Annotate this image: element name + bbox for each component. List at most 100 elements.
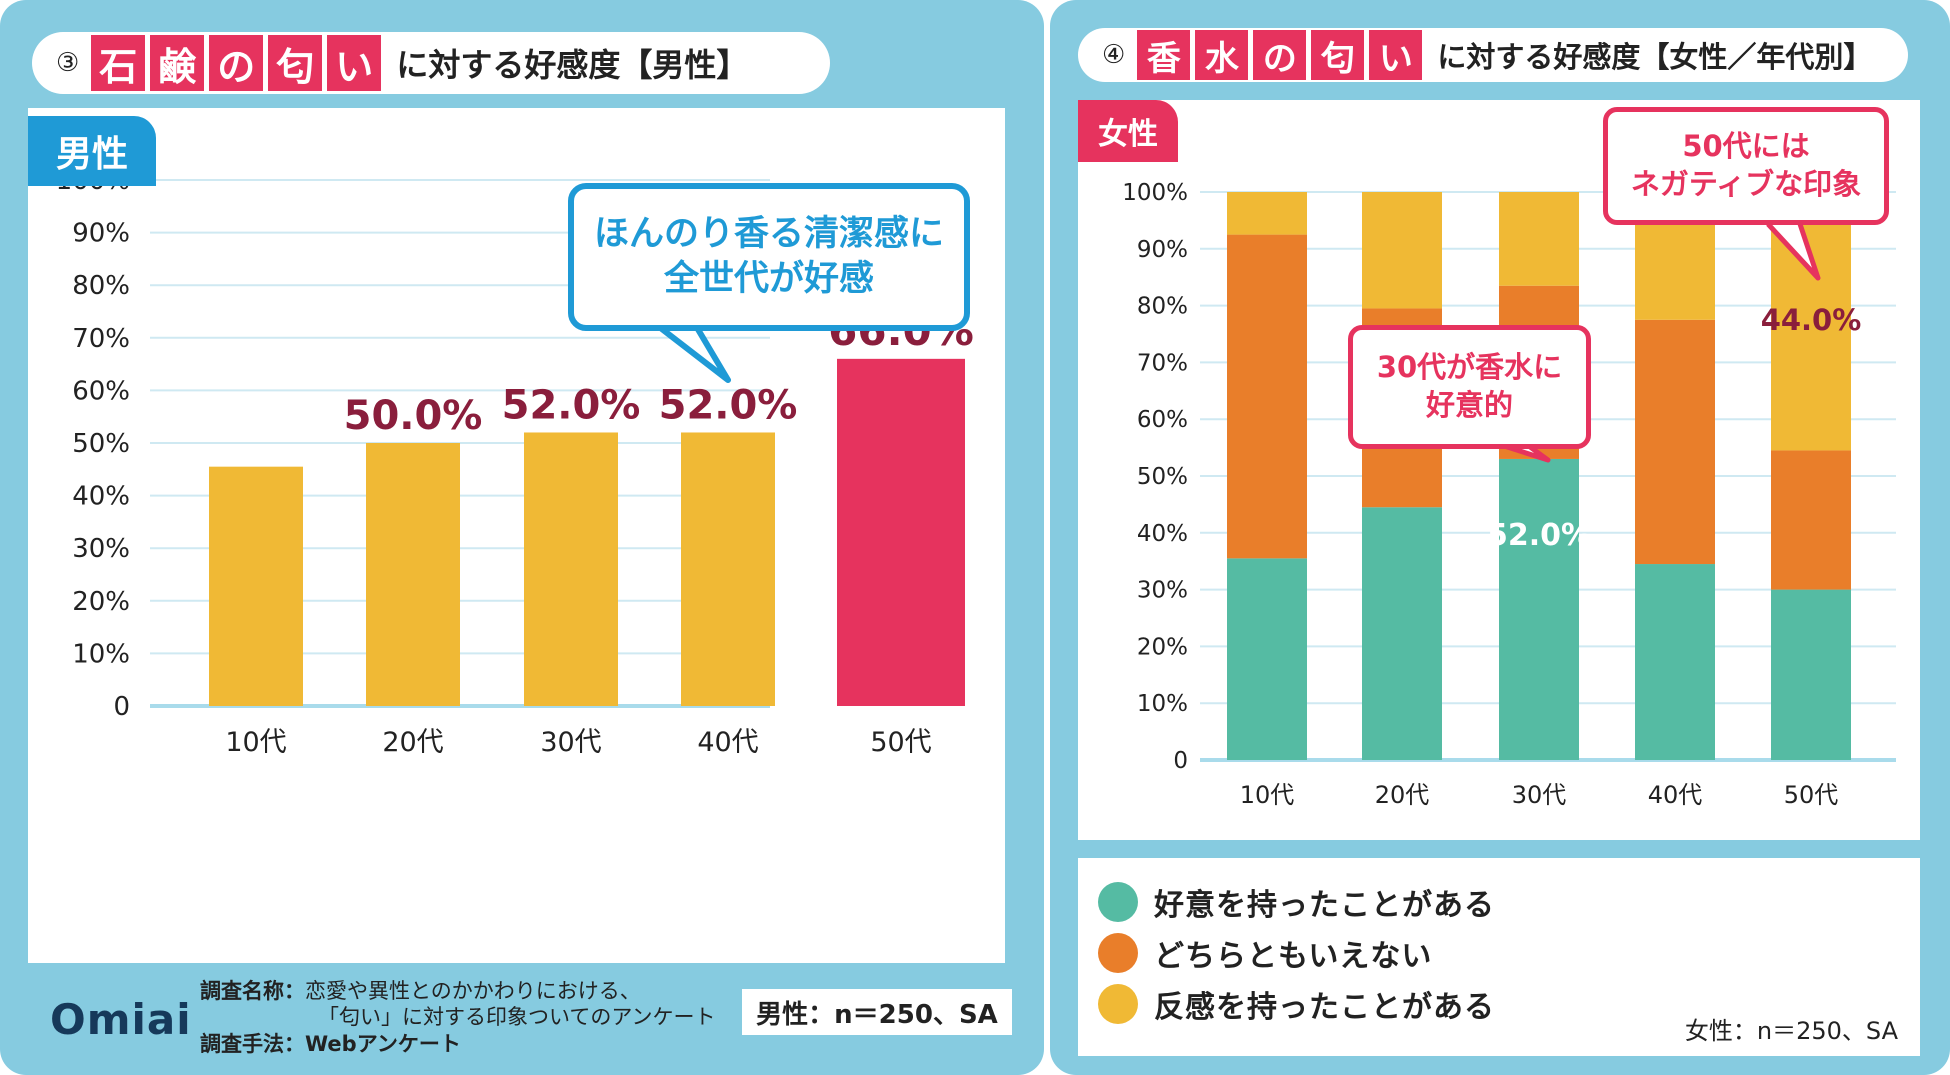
left-title-rest: に対する好感度【男性】 bbox=[396, 46, 749, 84]
left-callout-line: 全世代が好感 bbox=[663, 259, 874, 299]
legend-swatch-orange bbox=[1098, 933, 1138, 973]
y-tick-label: 70% bbox=[1137, 350, 1188, 376]
right-callout-50s-line: ネガティブな印象 bbox=[1630, 167, 1862, 201]
y-tick-label: 60% bbox=[1137, 407, 1188, 433]
left-title-number: ③ bbox=[56, 48, 80, 78]
right-callout-30s-line: 30代が香水に bbox=[1376, 350, 1563, 385]
y-tick-label: 0 bbox=[1173, 748, 1188, 774]
x-tick-label: 50代 bbox=[1784, 781, 1839, 809]
x-tick-label: 50代 bbox=[870, 727, 931, 758]
callout-tail bbox=[1766, 222, 1821, 281]
survey-name-value-2: 「匂い」に対する印象ついてのアンケート bbox=[318, 1005, 716, 1030]
bar-50代 bbox=[837, 358, 965, 706]
y-tick-label: 100% bbox=[1122, 180, 1188, 206]
y-tick-label: 70% bbox=[72, 324, 130, 354]
legend-item: 好意を持ったことがある bbox=[1098, 880, 1495, 924]
survey-name-key: 調査名称： bbox=[200, 979, 305, 1003]
x-tick-label: 10代 bbox=[225, 727, 286, 758]
x-tick-label: 40代 bbox=[1648, 781, 1703, 809]
survey-method-key: 調査手法： bbox=[200, 1031, 305, 1056]
left-title-char: 鹸 bbox=[150, 35, 205, 91]
x-tick-label: 40代 bbox=[697, 727, 758, 758]
left-panel: ③ 石 鹸 の 匂 い に対する好感度【男性】 0 10% 20% 30% 40% 50%… bbox=[0, 0, 1044, 1075]
y-tick-label: 20% bbox=[72, 587, 130, 617]
callout-tail bbox=[1497, 441, 1551, 463]
data-label: 50.0% bbox=[344, 393, 483, 439]
left-title-char: 石 bbox=[91, 35, 146, 91]
x-tick-label: 30代 bbox=[540, 727, 601, 758]
y-tick-label: 50% bbox=[72, 429, 130, 459]
right-panel: ④ 香 水 の 匂 い に対する好感度【女性／年代別】 0 10% 20% 30% 40… bbox=[1050, 0, 1950, 1075]
data-label: 44.0% bbox=[1761, 303, 1862, 337]
legend-swatch-teal bbox=[1098, 882, 1138, 922]
y-tick-label: 50% bbox=[1137, 464, 1188, 490]
omiai-logo: Omiai bbox=[50, 995, 192, 1044]
right-sample-size: 女性：n＝250、SA bbox=[1684, 1017, 1898, 1045]
bar-40代 bbox=[681, 432, 775, 706]
bar-segment-40代-1 bbox=[1635, 319, 1715, 565]
x-tick-label: 20代 bbox=[382, 727, 443, 758]
data-label: 52.0% bbox=[502, 382, 641, 428]
survey-info: 調査名称：恋愛や異性とのかかわりにおける、 「匂い」に対する印象ついてのアンケー… bbox=[200, 978, 716, 1057]
bar-segment-30代-0 bbox=[1499, 458, 1579, 760]
left-title-char: の bbox=[209, 35, 264, 91]
right-gender-tag: 女性 bbox=[1078, 100, 1178, 162]
legend-label: どちらともいえない bbox=[1154, 939, 1433, 974]
legend-label: 好意を持ったことがある bbox=[1154, 888, 1495, 923]
y-tick-label: 30% bbox=[1137, 578, 1188, 604]
left-gender-tag: 男性 bbox=[28, 116, 156, 186]
x-tick-label: 10代 bbox=[1240, 781, 1295, 809]
y-tick-label: 40% bbox=[72, 482, 130, 512]
left-title: ③ 石 鹸 の 匂 い に対する好感度【男性】 bbox=[32, 32, 830, 94]
x-tick-label: 20代 bbox=[1375, 781, 1430, 809]
right-callout-30s-line: 好意的 bbox=[1425, 388, 1513, 422]
right-stacked-bar-chart: 0 10% 20% 30% 40% 50% 60% 70% 80% 90% 100% 10代 20代 30… bbox=[1122, 180, 1896, 809]
legend-swatch-yellow bbox=[1098, 984, 1138, 1024]
bar-segment-30代-2 bbox=[1499, 192, 1579, 286]
right-title-char: い bbox=[1369, 30, 1423, 80]
y-tick-label: 60% bbox=[72, 376, 130, 406]
bar-30代 bbox=[524, 432, 618, 706]
right-title-char: 匂 bbox=[1311, 30, 1365, 80]
bar-segment-10代-1 bbox=[1227, 234, 1307, 559]
y-tick-label: 90% bbox=[1137, 237, 1188, 263]
y-tick-label: 30% bbox=[72, 534, 130, 564]
bar-segment-10代-2 bbox=[1227, 192, 1307, 235]
bar-10代 bbox=[209, 466, 303, 706]
bar-segment-40代-0 bbox=[1635, 564, 1715, 760]
survey-name-value: 恋愛や異性とのかかわりにおける、 bbox=[305, 979, 641, 1003]
right-legend: 好意を持ったことがある どちらともいえない 反感を持ったことがある 女性：n＝2… bbox=[1078, 858, 1920, 1056]
data-label: 52.0% bbox=[1487, 518, 1591, 553]
right-chart-area: 0 10% 20% 30% 40% 50% 60% 70% 80% 90% 100% 10代 20代 30… bbox=[1078, 100, 1920, 840]
bar-segment-10代-0 bbox=[1227, 558, 1307, 760]
right-title: ④ 香 水 の 匂 い に対する好感度【女性／年代別】 bbox=[1078, 28, 1908, 82]
callout-tail bbox=[656, 323, 731, 383]
left-title-char: 匂 bbox=[268, 35, 323, 91]
right-title-char: 香 bbox=[1137, 30, 1191, 80]
right-callout-50s-line: 50代には bbox=[1682, 129, 1810, 164]
right-title-rest: に対する好感度【女性／年代別】 bbox=[1437, 40, 1873, 74]
bar-segment-50代-1 bbox=[1771, 450, 1851, 590]
survey-method-value: Webアンケート bbox=[305, 1031, 461, 1056]
bar-segment-20代-0 bbox=[1362, 507, 1442, 760]
right-title-number: ④ bbox=[1102, 40, 1126, 70]
y-tick-label: 10% bbox=[72, 639, 130, 669]
y-tick-label: 0 bbox=[113, 692, 130, 722]
bar-segment-50代-0 bbox=[1771, 589, 1851, 760]
right-callout-50s: 50代には ネガティブな印象 bbox=[1603, 107, 1889, 225]
right-title-char: 水 bbox=[1195, 30, 1249, 80]
y-tick-label: 10% bbox=[1137, 691, 1188, 717]
bar-20代 bbox=[366, 443, 460, 706]
right-callout-30s: 30代が香水に 好意的 bbox=[1348, 325, 1591, 449]
left-sample-size: 男性：n＝250、SA bbox=[742, 989, 1012, 1035]
legend-item: 反感を持ったことがある bbox=[1098, 982, 1495, 1026]
x-tick-label: 30代 bbox=[1512, 781, 1567, 809]
left-callout-line: ほんのり香る清潔感に bbox=[593, 213, 944, 254]
y-tick-label: 40% bbox=[1137, 521, 1188, 547]
left-chart-area: 010%20%30%40%50%60%70%80%90%100%10代20代50… bbox=[28, 108, 1005, 963]
left-bar-chart: 010%20%30%40%50%60%70%80%90%100%10代20代50… bbox=[56, 166, 974, 758]
y-tick-label: 90% bbox=[72, 219, 130, 249]
left-title-char: い bbox=[327, 35, 382, 91]
y-tick-label: 80% bbox=[1137, 294, 1188, 320]
y-tick-label: 80% bbox=[72, 271, 130, 301]
